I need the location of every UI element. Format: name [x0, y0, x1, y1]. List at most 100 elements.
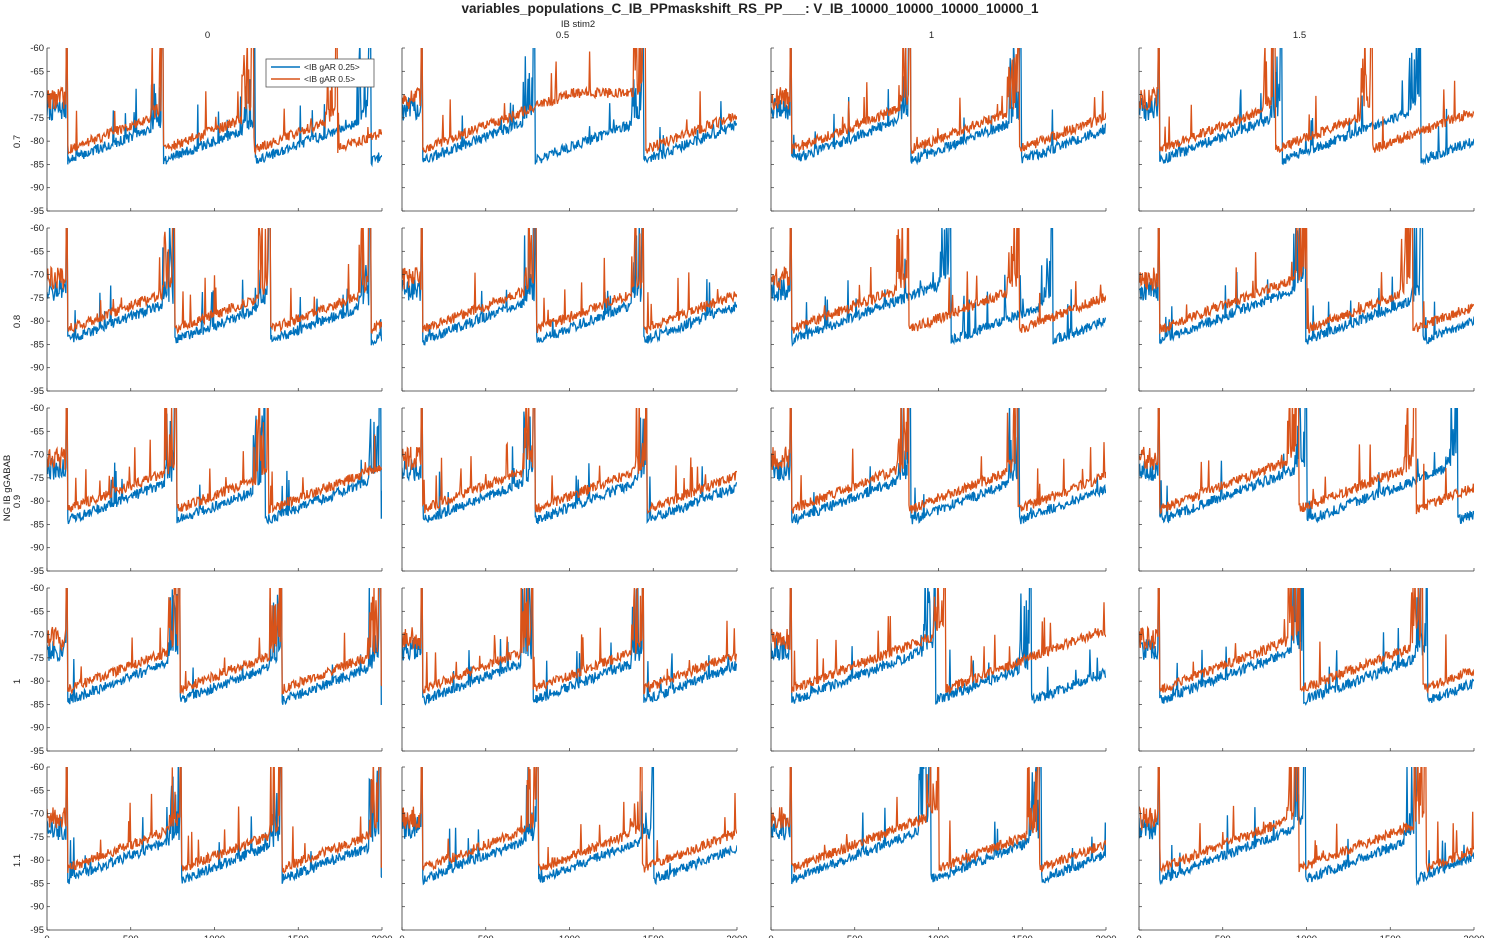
series-line-0 [402, 228, 737, 346]
figure-title: variables_populations_C_IB_PPmaskshift_R… [461, 1, 1039, 16]
x-tick-label: 0 [1136, 934, 1141, 938]
series-line-1 [771, 228, 1106, 334]
panel-traces [1139, 767, 1474, 886]
y-tick-label: -70 [30, 90, 44, 101]
legend-label-1: <IB gAR 0.5> [304, 74, 355, 84]
series-line-1 [1139, 588, 1474, 695]
y-tick-label: -60 [30, 223, 44, 234]
panel-traces [402, 588, 737, 706]
x-tick-label: 1500 [288, 934, 309, 938]
y-tick-label: -80 [30, 496, 44, 507]
y-tick-label: -65 [30, 785, 44, 796]
series-line-0 [1139, 408, 1474, 524]
series-line-1 [1139, 767, 1474, 874]
series-line-1 [1139, 228, 1474, 334]
series-line-1 [402, 767, 737, 873]
y-tick-label: -60 [30, 403, 44, 414]
panel-traces [1139, 408, 1474, 524]
panel-traces [402, 228, 737, 346]
legend: <IB gAR 0.25> <IB gAR 0.5> [265, 58, 375, 88]
x-tick-label: 1000 [1296, 934, 1317, 938]
series-line-0 [771, 48, 1106, 166]
series-line-1 [47, 408, 382, 514]
panel-traces [47, 588, 382, 706]
panel-1-3 [1138, 227, 1475, 392]
series-line-1 [402, 408, 737, 515]
y-tick-label: -65 [30, 606, 44, 617]
panel-0-0: -60 -65 -70 -75 -80 -85 -90 -95 0 0.7 [12, 30, 383, 217]
y-tick-label: -85 [30, 699, 44, 710]
x-tick-label: 0 [399, 934, 404, 938]
y-tick-label: -85 [30, 878, 44, 889]
y-tick-label: -95 [30, 386, 44, 397]
x-tick-label: 1000 [204, 934, 225, 938]
series-line-0 [771, 767, 1106, 885]
series-line-0 [47, 228, 382, 346]
series-line-1 [47, 228, 382, 335]
panel-traces [1139, 228, 1474, 345]
panel-0-2: 1 [770, 30, 1107, 212]
panel-traces [771, 228, 1106, 348]
panel-traces [771, 408, 1106, 526]
series-line-1 [47, 48, 382, 156]
y-tick-label: -70 [30, 809, 44, 820]
series-line-0 [771, 228, 1106, 348]
y-tick-label: -80 [30, 316, 44, 327]
y-tick-label: -85 [30, 519, 44, 530]
y-tick-label: -60 [30, 762, 44, 773]
series-line-0 [402, 588, 737, 706]
panel-traces [771, 588, 1106, 705]
panel-4-0: -60 -65 -70 -75 -80 -85 -90 -950 500 1000 1500 2000… [12, 762, 393, 938]
series-line-1 [402, 588, 737, 695]
y-tick-label: -95 [30, 566, 44, 577]
y-tick-label: -95 [30, 206, 44, 217]
panel-traces [402, 767, 737, 886]
y-tick-label: -85 [30, 159, 44, 170]
x-tick-label: 1500 [643, 934, 664, 938]
x-tick-label: 2000 [1095, 934, 1116, 938]
x-tick-label: 2000 [1463, 934, 1484, 938]
panel-traces [402, 48, 737, 165]
panel-traces [47, 228, 382, 346]
row-axis-label: NG IB gGABAB [2, 455, 13, 522]
y-tick-label: -70 [30, 270, 44, 281]
column-value-label: 0.5 [556, 30, 569, 41]
panel-1-2 [770, 227, 1107, 392]
series-line-0 [402, 408, 737, 525]
x-tick-label: 0 [44, 934, 49, 938]
panel-3-3 [1138, 587, 1475, 752]
y-tick-label: -70 [30, 630, 44, 641]
panel-traces [771, 48, 1106, 166]
y-tick-label: -60 [30, 583, 44, 594]
x-tick-label: 1000 [559, 934, 580, 938]
panel-4-1: 0 500 1000 1500 2000 [399, 766, 748, 938]
panel-0-1: 0.5 [401, 30, 738, 212]
x-tick-label: 2000 [371, 934, 392, 938]
y-tick-label: -90 [30, 723, 44, 734]
series-line-0 [771, 408, 1106, 526]
panel-1-1 [401, 227, 738, 392]
row-value-label: 0.7 [12, 135, 23, 148]
row-value-label: 1.1 [12, 854, 23, 867]
x-tick-label: 500 [478, 934, 494, 938]
x-tick-label: 1000 [928, 934, 949, 938]
y-tick-label: -90 [30, 183, 44, 194]
panel-traces [47, 767, 382, 885]
x-tick-label: 2000 [726, 934, 747, 938]
x-tick-label: 1500 [1012, 934, 1033, 938]
x-tick-label: 500 [1215, 934, 1231, 938]
y-tick-label: -75 [30, 473, 44, 484]
panel-0-3: 1.5 [1138, 30, 1475, 212]
series-line-0 [47, 767, 382, 885]
series-line-1 [402, 228, 737, 335]
column-value-label: 1 [929, 30, 934, 41]
y-tick-label: -65 [30, 426, 44, 437]
y-tick-label: -80 [30, 855, 44, 866]
y-tick-label: -85 [30, 339, 44, 350]
y-tick-label: -75 [30, 653, 44, 664]
panel-traces [1139, 48, 1474, 166]
series-line-1 [771, 48, 1106, 154]
panel-2-1 [401, 407, 738, 572]
column-value-label: 0 [205, 30, 210, 41]
